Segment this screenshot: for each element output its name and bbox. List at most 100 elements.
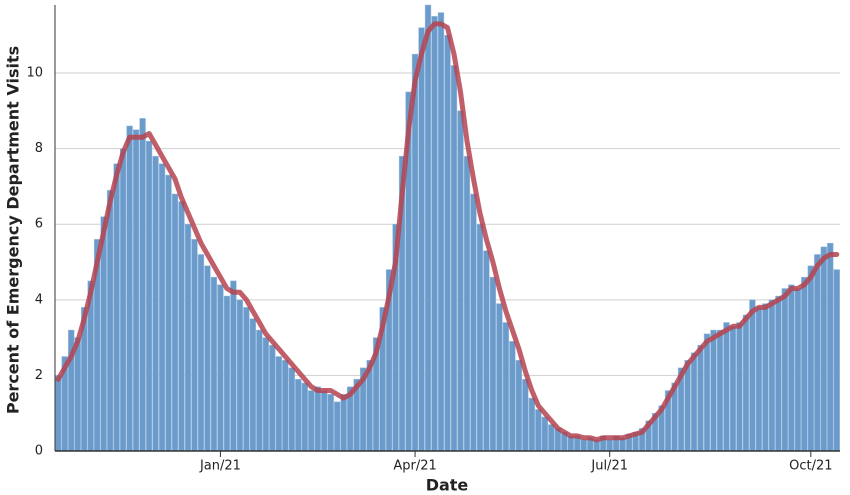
bar <box>684 360 691 452</box>
bar <box>820 246 827 452</box>
bar <box>833 269 840 452</box>
bar <box>476 223 484 452</box>
bar <box>716 329 724 452</box>
bar <box>528 397 536 452</box>
bar <box>742 314 750 452</box>
bar <box>217 284 224 452</box>
bar <box>794 288 801 452</box>
bar <box>736 322 743 452</box>
bar <box>768 299 776 452</box>
bar <box>775 295 782 452</box>
bar <box>444 34 451 452</box>
bar <box>457 110 464 452</box>
bar <box>139 118 146 452</box>
bar <box>535 409 542 452</box>
bar <box>548 424 555 452</box>
bar <box>243 307 250 452</box>
bar <box>703 333 711 452</box>
bar <box>807 265 814 452</box>
bar <box>470 193 477 452</box>
bar <box>132 129 140 452</box>
bar <box>450 65 458 452</box>
bar <box>509 341 516 452</box>
bar <box>424 4 432 452</box>
bar <box>321 390 328 452</box>
bar <box>119 148 127 452</box>
bar <box>463 155 471 452</box>
bar <box>126 125 133 452</box>
bar <box>184 223 192 452</box>
y-tick-label: 6 <box>35 217 43 232</box>
bar <box>145 140 153 452</box>
y-tick-label: 8 <box>35 141 43 156</box>
bar <box>256 329 263 452</box>
bar <box>580 439 587 452</box>
bar <box>710 329 717 452</box>
bar <box>483 250 490 452</box>
moving-average-line <box>55 21 840 443</box>
bar <box>762 303 769 452</box>
bar <box>801 276 808 452</box>
bar <box>152 155 159 452</box>
y-axis-title: Percent of Emergency Department Visits <box>4 46 23 414</box>
bar <box>496 303 503 452</box>
bar <box>74 337 81 452</box>
bar <box>723 322 730 452</box>
bar <box>262 337 270 452</box>
bar <box>301 382 308 452</box>
bar <box>418 27 425 452</box>
bar <box>690 352 698 452</box>
bar <box>781 288 789 452</box>
bar <box>749 299 756 452</box>
bar <box>236 299 244 452</box>
bar <box>191 239 198 452</box>
x-tick-label: Jul/21 <box>590 459 628 474</box>
y-tick-label: 2 <box>35 368 43 383</box>
bar <box>437 12 445 452</box>
y-tick-label: 0 <box>35 444 43 459</box>
bar <box>327 394 334 452</box>
bar <box>113 163 120 452</box>
bar <box>223 295 231 452</box>
bar <box>755 307 763 452</box>
bar <box>606 439 613 452</box>
bar <box>275 356 282 452</box>
x-tick-label: Oct/21 <box>789 459 832 474</box>
bar <box>814 254 821 452</box>
y-tick-label: 10 <box>26 66 43 81</box>
bar <box>308 390 315 452</box>
bar <box>178 201 185 452</box>
y-tick-label: 4 <box>35 292 43 307</box>
bar <box>288 367 295 452</box>
bar <box>158 163 166 452</box>
bar <box>210 276 218 452</box>
bar <box>269 344 276 452</box>
x-axis-title: Date <box>426 476 469 495</box>
bar <box>55 375 62 452</box>
bar <box>431 16 438 452</box>
bar <box>489 276 497 452</box>
bar <box>729 326 737 452</box>
bar <box>522 378 529 452</box>
bar <box>827 242 834 452</box>
bar <box>165 174 172 452</box>
bar <box>502 322 510 452</box>
bar <box>230 280 237 452</box>
bar <box>282 360 289 452</box>
bar <box>340 394 347 452</box>
bar <box>249 318 257 452</box>
bar <box>541 416 548 452</box>
bar <box>697 344 704 452</box>
bar <box>788 284 795 452</box>
bar <box>515 360 523 452</box>
x-tick-label: Apr/21 <box>393 459 436 474</box>
bar <box>106 189 114 452</box>
bar <box>334 401 341 452</box>
bar <box>314 386 321 452</box>
bar <box>197 254 205 452</box>
x-tick-label: Jan/21 <box>199 459 241 474</box>
bar <box>171 193 179 452</box>
bar <box>204 265 211 452</box>
bar <box>295 378 302 452</box>
